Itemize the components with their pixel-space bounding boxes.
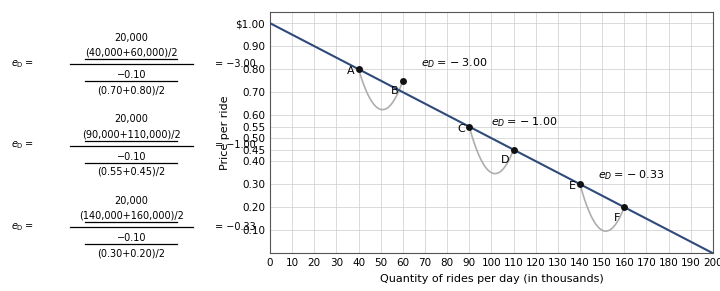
Text: $e_\mathrm{D}=$: $e_\mathrm{D}=$ (11, 221, 33, 233)
Text: 20,000: 20,000 (114, 33, 148, 43)
Text: D: D (500, 155, 509, 165)
Text: (0.55+0.45)/2: (0.55+0.45)/2 (97, 167, 166, 177)
Text: = −0.33: = −0.33 (215, 222, 256, 232)
Text: (0.30+0.20)/2: (0.30+0.20)/2 (97, 248, 166, 258)
Text: $e_D = -0.33$: $e_D = -0.33$ (598, 168, 664, 182)
Text: (90,000+110,000)/2: (90,000+110,000)/2 (82, 129, 181, 139)
Text: = −3.00: = −3.00 (215, 59, 256, 69)
Text: = −1.00: = −1.00 (215, 141, 256, 150)
Text: $e_D = -1.00$: $e_D = -1.00$ (491, 116, 558, 129)
Text: A: A (346, 66, 354, 76)
Text: −0.10: −0.10 (117, 70, 146, 80)
Text: E: E (569, 181, 575, 191)
Text: $e_D = -3.00$: $e_D = -3.00$ (420, 56, 487, 70)
Text: B: B (391, 86, 398, 96)
Text: −0.10: −0.10 (117, 152, 146, 162)
Text: C: C (457, 124, 465, 134)
Text: 20,000: 20,000 (114, 114, 148, 124)
Text: $e_\mathrm{D}=$: $e_\mathrm{D}=$ (11, 140, 33, 151)
Text: 20,000: 20,000 (114, 196, 148, 206)
Text: (40,000+60,000)/2: (40,000+60,000)/2 (85, 48, 178, 58)
X-axis label: Quantity of rides per day (in thousands): Quantity of rides per day (in thousands) (379, 274, 603, 284)
Text: $e_\mathrm{D}=$: $e_\mathrm{D}=$ (11, 58, 33, 70)
Y-axis label: Price per ride: Price per ride (220, 95, 230, 170)
Text: (0.70+0.80)/2: (0.70+0.80)/2 (97, 85, 166, 95)
Text: F: F (613, 213, 620, 223)
Text: −0.10: −0.10 (117, 233, 146, 243)
Text: (140,000+160,000)/2: (140,000+160,000)/2 (79, 211, 184, 221)
